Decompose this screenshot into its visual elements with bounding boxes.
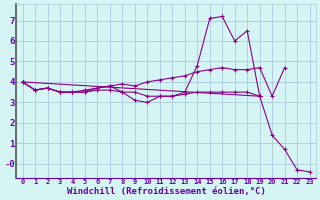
X-axis label: Windchill (Refroidissement éolien,°C): Windchill (Refroidissement éolien,°C) <box>67 187 266 196</box>
